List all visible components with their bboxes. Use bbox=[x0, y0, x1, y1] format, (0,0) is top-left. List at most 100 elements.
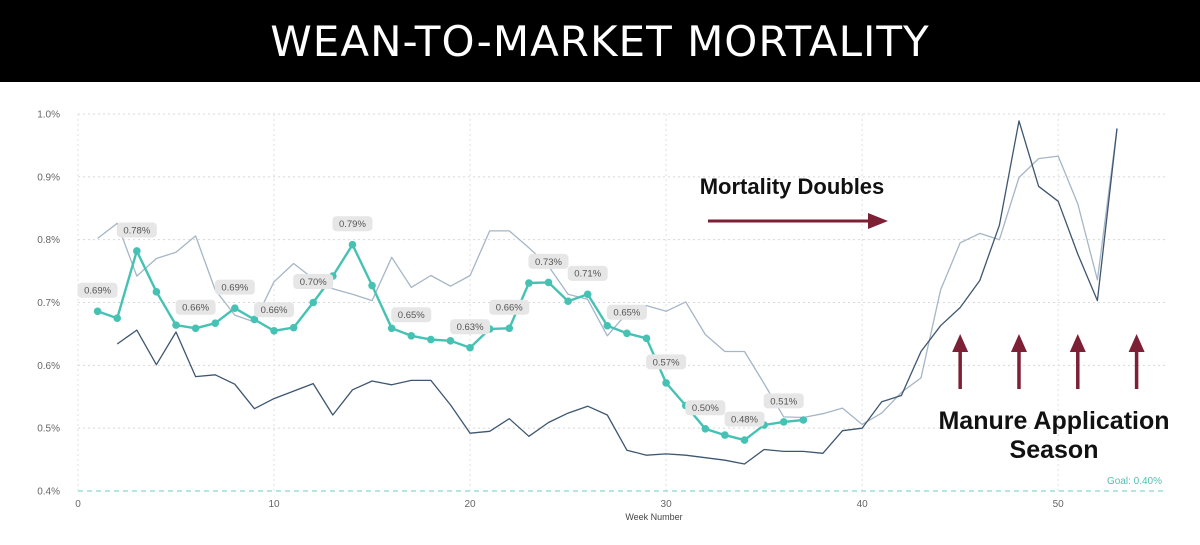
data-label: 0.65% bbox=[398, 310, 425, 321]
data-label-box bbox=[489, 299, 530, 315]
data-label: 0.73% bbox=[535, 257, 562, 268]
data-label: 0.66% bbox=[496, 303, 523, 314]
data-label-box bbox=[332, 216, 373, 232]
data-label: 0.57% bbox=[653, 357, 680, 368]
data-point bbox=[779, 418, 788, 426]
data-label: 0.66% bbox=[182, 303, 209, 314]
data-label-box bbox=[646, 354, 687, 370]
data-label: 0.71% bbox=[574, 269, 601, 280]
x-tick-label: 10 bbox=[268, 499, 280, 510]
up-arrow-head bbox=[952, 334, 969, 352]
data-label: 0.69% bbox=[221, 283, 248, 294]
data-label: 0.50% bbox=[692, 403, 719, 414]
data-point bbox=[407, 332, 416, 340]
y-tick-label: 0.4% bbox=[37, 487, 60, 498]
data-point bbox=[289, 323, 298, 332]
data-label-box bbox=[391, 307, 432, 323]
data-label-box bbox=[254, 302, 295, 318]
data-label-box bbox=[685, 400, 726, 416]
data-point bbox=[466, 343, 474, 352]
mortality-line-chart: 0.4% 0.5% 0.6% 0.7% 0.8% 0.9% 1.0% 0 10 20 30 40 50 W… bbox=[37, 110, 1170, 523]
manure-season-annotation-line1: Manure Application bbox=[938, 407, 1169, 435]
axis-layer: 0.4% 0.5% 0.6% 0.7% 0.8% 0.9% 1.0% 0 10 20 30 40 50 W… bbox=[37, 110, 1064, 523]
data-label: 0.63% bbox=[457, 322, 484, 333]
x-tick-label: 30 bbox=[661, 499, 673, 510]
data-label: 0.79% bbox=[339, 219, 366, 230]
data-point bbox=[133, 247, 141, 255]
data-label: 0.66% bbox=[261, 305, 288, 316]
data-point bbox=[799, 416, 808, 424]
data-point bbox=[701, 424, 710, 433]
x-tick-label: 40 bbox=[857, 499, 869, 510]
annotation-layer: Mortality Doubles Manure ApplicationSeaso… bbox=[700, 174, 1170, 464]
up-arrow-head bbox=[1010, 334, 1027, 352]
data-label-box bbox=[724, 411, 765, 427]
data-label-layer: Goal: 0.40% 0.69% 0.78% 0.66% 0.69% 0.66% 0.70… bbox=[77, 216, 1162, 487]
grid-layer bbox=[77, 113, 1166, 492]
series-line-2 bbox=[116, 120, 1118, 465]
data-label: 0.51% bbox=[770, 396, 797, 407]
data-point bbox=[505, 324, 514, 333]
data-label: 0.48% bbox=[731, 415, 758, 426]
data-label-box bbox=[293, 274, 334, 289]
data-point bbox=[270, 326, 278, 335]
title-banner: WEAN-TO-MARKET MORTALITY bbox=[0, 0, 1200, 82]
data-point bbox=[740, 436, 749, 444]
data-label-box bbox=[175, 299, 216, 315]
data-point bbox=[525, 279, 533, 287]
x-axis-title: Week Number bbox=[625, 512, 682, 522]
data-label: 0.70% bbox=[300, 277, 327, 288]
data-point bbox=[446, 337, 455, 345]
data-point bbox=[152, 288, 161, 296]
chart-area: 0.4% 0.5% 0.6% 0.7% 0.8% 0.9% 1.0% 0 10 20 30 40 50 W… bbox=[0, 82, 1200, 545]
data-point bbox=[662, 379, 670, 387]
data-point bbox=[93, 307, 102, 316]
data-point bbox=[113, 314, 122, 323]
data-point bbox=[427, 335, 435, 344]
data-label-box bbox=[606, 304, 647, 320]
data-label-box bbox=[214, 279, 255, 295]
data-point bbox=[211, 319, 220, 328]
y-tick-label: 0.6% bbox=[37, 361, 60, 372]
data-point bbox=[564, 297, 572, 306]
data-point bbox=[642, 334, 651, 343]
data-label: 0.78% bbox=[123, 225, 150, 236]
manure-season-annotation-line2: Season bbox=[1010, 436, 1099, 464]
data-label: 0.69% bbox=[84, 286, 111, 297]
data-point bbox=[368, 281, 376, 290]
y-tick-label: 0.8% bbox=[37, 235, 60, 246]
data-label-box bbox=[763, 393, 804, 409]
data-label-box bbox=[567, 265, 608, 281]
data-point bbox=[623, 329, 631, 338]
x-tick-label: 50 bbox=[1053, 499, 1065, 510]
data-label-box bbox=[528, 253, 569, 269]
data-point bbox=[172, 321, 180, 329]
y-tick-label: 0.7% bbox=[37, 298, 60, 309]
up-arrow-head bbox=[1069, 334, 1086, 352]
data-point bbox=[721, 431, 729, 439]
data-point bbox=[387, 324, 396, 333]
page-title: WEAN-TO-MARKET MORTALITY bbox=[270, 16, 930, 66]
mortality-doubles-annotation: Mortality Doubles bbox=[700, 174, 885, 199]
data-label-box bbox=[450, 319, 491, 335]
data-point bbox=[603, 321, 612, 330]
goal-label: Goal: 0.40% bbox=[1107, 476, 1162, 487]
series-layer bbox=[93, 120, 1118, 465]
data-label: 0.65% bbox=[613, 308, 640, 319]
data-label-box bbox=[116, 222, 157, 238]
data-point bbox=[231, 304, 239, 312]
y-tick-label: 0.9% bbox=[37, 172, 60, 183]
y-tick-label: 1.0% bbox=[37, 110, 60, 121]
data-point bbox=[583, 290, 592, 299]
x-tick-label: 0 bbox=[75, 499, 81, 510]
x-tick-label: 20 bbox=[465, 499, 477, 510]
data-point bbox=[544, 278, 553, 287]
series-line-1 bbox=[97, 128, 1118, 426]
data-point bbox=[309, 298, 318, 307]
data-label-box bbox=[77, 282, 118, 298]
data-point bbox=[191, 324, 200, 333]
right-arrow-head bbox=[868, 213, 888, 229]
data-point bbox=[348, 240, 357, 249]
y-tick-label: 0.5% bbox=[37, 424, 60, 435]
data-point bbox=[250, 315, 259, 324]
